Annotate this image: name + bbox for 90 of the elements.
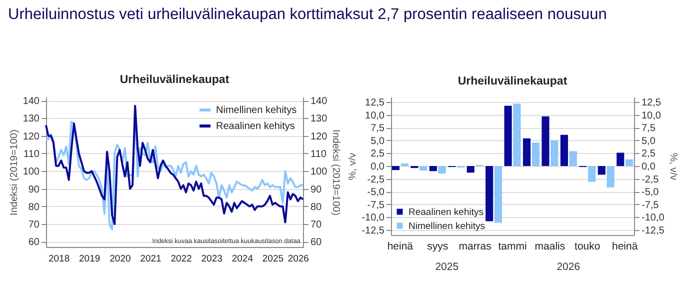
bar: [400, 163, 408, 166]
x-tick-label: touko: [574, 240, 600, 252]
legend-label: Nimellinen kehitys: [216, 105, 297, 116]
y-tick-label: 110: [24, 148, 40, 160]
x-tick-label: marras: [458, 240, 492, 252]
bar: [486, 166, 494, 222]
bar: [504, 106, 512, 166]
bar: [588, 166, 596, 182]
bar: [438, 166, 446, 174]
text: 2026: [556, 261, 580, 273]
y-tick-label: -7,5: [367, 200, 385, 211]
y-tick-label: -5,0: [367, 187, 385, 198]
bar: [625, 159, 634, 166]
legend-label: Reaalinen kehitys: [216, 121, 295, 132]
bar: [466, 166, 474, 173]
bar: [542, 116, 550, 166]
bar: [513, 104, 521, 166]
y-tick-label: -10,0: [362, 212, 385, 224]
bar: [598, 166, 606, 175]
y2-tick-label: 7,5: [642, 123, 656, 134]
bar: [420, 166, 428, 171]
y2-tick-label: -7,5: [642, 200, 660, 211]
y2-tick-label: 90: [310, 184, 322, 196]
y2-tick-label: 10,0: [642, 110, 662, 122]
y-tick-label: 7,5: [370, 123, 385, 134]
y-tick-label: 120: [22, 131, 40, 142]
x-tick-label: 2018: [48, 254, 70, 264]
y2-tick-label: -5,0: [642, 187, 660, 198]
bar: [494, 166, 502, 223]
y-tick-label: -2,5: [367, 174, 385, 186]
bar: [560, 134, 568, 166]
bar: [616, 152, 624, 166]
bar: [429, 166, 437, 172]
chart-title: Urheiluvälinekaupat: [458, 76, 568, 88]
y-tick-label: 70: [28, 220, 40, 231]
y-tick-label: 12,5: [365, 98, 385, 109]
y2-tick-label: 80: [310, 202, 322, 213]
y2-tick-label: 110: [310, 148, 327, 160]
x-tick-label: 2020: [110, 254, 131, 264]
x-tick-label: maalis: [534, 240, 566, 252]
y-tick-label: 80: [28, 202, 40, 213]
legend-label: Nimellinen kehitys: [408, 220, 486, 232]
x-tick-label: 2022: [170, 254, 192, 264]
y2-tick-label: 2,5: [642, 148, 656, 160]
bar: [550, 140, 558, 166]
x-tick-label: syys: [427, 240, 448, 252]
y2-tick-label: -12,5: [642, 225, 665, 236]
bar: [522, 138, 531, 166]
y2-tick-label: 130: [310, 114, 328, 125]
chart-title: Urheiluinnostus veti urheiluvälinekaupan korttimaksut 2,7 prosentin reaaliseen nousuun: [8, 6, 607, 24]
y-tick-label: 10,0: [365, 110, 385, 122]
y-axis-title: Indeksi (2019=100): [8, 130, 20, 216]
y2-tick-label: -2,5: [642, 174, 660, 186]
y2-tick-label: 5,0: [642, 136, 656, 147]
y-tick-label: 5,0: [370, 136, 385, 147]
y2-tick-label: 60: [310, 237, 322, 248]
y-tick-label: 60: [28, 237, 40, 248]
x-tick-label: heinä: [387, 240, 414, 252]
bar: [606, 166, 614, 188]
y2-tick-label: 0,0: [642, 162, 656, 172]
y2-tick-label: -10,0: [642, 212, 665, 224]
bar: [532, 142, 540, 166]
y-tick-label: 130: [22, 114, 40, 125]
y2-axis-title: %, v/v: [667, 152, 678, 180]
y2-axis-title: Indeksi (2019=100): [330, 130, 342, 216]
bar: [392, 166, 400, 170]
y-tick-label: 100: [22, 166, 40, 178]
y-axis-title: %, v/v: [348, 152, 359, 180]
y-tick-label: 2,5: [370, 148, 385, 160]
y2-tick-label: 12,5: [642, 98, 662, 109]
y-tick-label: 140: [22, 96, 40, 108]
y2-tick-label: 120: [310, 131, 328, 142]
bar: [569, 151, 577, 166]
chart-subtitle: Urheiluvälinekaupat: [120, 74, 230, 86]
x-tick-label: 2019: [79, 254, 100, 264]
x-tick-label: heinä: [612, 240, 638, 252]
y2-tick-label: 100: [310, 166, 328, 178]
x-tick-label: 2025: [262, 254, 284, 264]
text: 2025: [435, 261, 459, 273]
x-tick-label: tammi: [498, 240, 527, 252]
y-tick-label: 90: [28, 184, 40, 196]
x-tick-label: 2021: [140, 254, 162, 264]
x-tick-label: 2024: [232, 254, 253, 264]
y2-tick-label: 70: [310, 220, 322, 231]
y-tick-label: 0,0: [370, 162, 385, 172]
x-tick-label: 2026: [288, 254, 309, 264]
y-tick-label: -12,5: [362, 225, 385, 236]
y2-tick-label: 140: [310, 96, 328, 108]
x-tick-label: 2023: [201, 254, 222, 264]
legend-label: Reaalinen kehitys: [408, 206, 484, 218]
